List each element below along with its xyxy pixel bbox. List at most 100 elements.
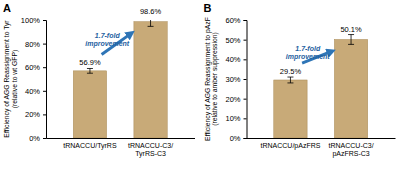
y-axis-title: Efficiency of AGG Reassignment to pAzF(r… bbox=[204, 17, 220, 141]
y-tick: 50% bbox=[225, 36, 246, 45]
y-tick-label: 30% bbox=[225, 75, 240, 84]
error-bar bbox=[87, 68, 93, 73]
error-bar-stem bbox=[290, 77, 291, 83]
y-tick-label: 10% bbox=[225, 114, 240, 123]
y-tick-mark bbox=[244, 118, 247, 119]
y-axis: 0% 10% 20% 30% 40% 50% 60% bbox=[225, 16, 247, 143]
error-bar-cap bbox=[287, 77, 293, 78]
y-tick-label: 60% bbox=[225, 16, 240, 25]
y-tick-mark bbox=[244, 59, 247, 60]
x-tick-label-line: tRNACCU/TyrRS bbox=[63, 142, 117, 150]
x-tick-label-line: TyrRS-C3 bbox=[135, 150, 166, 158]
error-bar-stem bbox=[351, 35, 352, 45]
panel-label: B bbox=[204, 2, 212, 14]
y-tick: 60% bbox=[225, 16, 246, 25]
annotation-line: improvement bbox=[85, 40, 130, 48]
y-tick: 20% bbox=[225, 95, 246, 104]
x-axis-line bbox=[47, 138, 196, 139]
y-axis-title-line: (relative to wt GFP) bbox=[11, 50, 19, 109]
y-tick: 80% bbox=[25, 40, 46, 49]
error-bar-cap bbox=[287, 82, 293, 83]
y-tick-label: 60% bbox=[25, 63, 40, 72]
y-tick-label: 20% bbox=[225, 95, 240, 104]
y-tick-mark bbox=[244, 20, 247, 21]
x-tick-label-line: tRNACCU-C3/ bbox=[328, 142, 373, 149]
error-bar-stem bbox=[150, 20, 151, 26]
y-tick-mark bbox=[43, 67, 46, 68]
y-tick-label: 100% bbox=[21, 16, 41, 25]
error-bar-cap bbox=[87, 68, 93, 69]
annotation-line: 1.7-fold bbox=[295, 45, 321, 52]
x-tick: tRNACCU/TyrRS bbox=[63, 138, 117, 150]
annotation: 1.7-foldimprovement bbox=[286, 45, 331, 61]
error-bar-stem bbox=[89, 68, 90, 73]
y-axis: 0% 20% 40% 60% 80% 100% bbox=[21, 16, 47, 143]
y-axis-title-line: (relative to amber suppression) bbox=[211, 32, 219, 126]
y-axis-title-line: Efficiency of AGG Reassignment to pAzF bbox=[204, 17, 212, 141]
x-axis: tRNACCU/TyrRS tRNACCU-C3/TyrRS-C3 bbox=[47, 138, 196, 158]
error-bar bbox=[148, 20, 154, 26]
annotation: 1.7-foldimprovement bbox=[85, 32, 130, 48]
y-tick-label: 40% bbox=[25, 87, 40, 96]
x-tick: tRNACCU/pAzFRS bbox=[260, 138, 320, 150]
plot-area: 0%10%20%30%40%50%60%tRNACCU/pAzFRStRNACC… bbox=[225, 16, 395, 158]
y-tick: 0% bbox=[230, 134, 247, 143]
y-axis-title-line: Efficiency of AGG Reassignment to Tyr bbox=[3, 20, 11, 138]
error-bar-cap bbox=[348, 34, 354, 35]
y-axis-title: Efficiency of AGG Reassignment to Tyr(re… bbox=[3, 20, 19, 138]
data-label: 29.5% bbox=[280, 67, 302, 76]
x-tick-label-line: tRNACCU/pAzFRS bbox=[260, 142, 320, 150]
y-tick-mark bbox=[244, 99, 247, 100]
panel-label: A bbox=[3, 2, 11, 14]
bar bbox=[334, 39, 367, 138]
x-axis-line bbox=[247, 138, 396, 139]
bar bbox=[134, 22, 167, 138]
y-tick-label: 20% bbox=[25, 110, 40, 119]
marks bbox=[73, 20, 167, 138]
y-axis-line bbox=[43, 21, 47, 139]
y-tick-mark bbox=[43, 138, 46, 139]
y-tick: 30% bbox=[225, 75, 246, 84]
annotation-line: 1.7-fold bbox=[95, 32, 121, 39]
x-tick-label-line: pAzFRS-C3 bbox=[332, 150, 369, 158]
panel: B0%10%20%30%40%50%60%tRNACCU/pAzFRStRNAC… bbox=[204, 2, 396, 158]
marks bbox=[274, 35, 368, 138]
error-bar-cap bbox=[348, 44, 354, 45]
x-tick-label: tRNACCU/TyrRS bbox=[63, 142, 117, 150]
error-bar bbox=[287, 77, 293, 83]
y-tick-label: 0% bbox=[29, 134, 40, 143]
y-tick: 40% bbox=[25, 87, 46, 96]
y-tick: 100% bbox=[21, 16, 46, 25]
error-bar bbox=[348, 35, 354, 45]
y-tick-mark bbox=[43, 44, 46, 45]
annotation-line: improvement bbox=[286, 53, 331, 61]
figure: A 0% 20% 40% 60% 80% 100% tRNACCU/TyrRS tRNACCU-… bbox=[0, 0, 401, 181]
y-tick-label: 50% bbox=[225, 36, 240, 45]
y-tick-mark bbox=[43, 114, 46, 115]
plot-area: 0% 20% 40% 60% 80% 100% tRNACCU/TyrRS tRNACCU-C… bbox=[21, 7, 195, 158]
x-tick-label-line: tRNACCU-C3/ bbox=[128, 142, 173, 149]
bar bbox=[274, 80, 307, 138]
x-tick-label: tRNACCU/pAzFRS bbox=[260, 142, 320, 150]
y-axis-line bbox=[244, 21, 248, 139]
data-label: 56.9% bbox=[79, 58, 101, 67]
y-tick: 40% bbox=[225, 55, 246, 64]
x-axis: tRNACCU/pAzFRS tRNACCU-C3/pAzFRS-C3 bbox=[247, 138, 396, 158]
y-tick: 10% bbox=[225, 114, 246, 123]
x-tick: tRNACCU-C3/TyrRS-C3 bbox=[128, 138, 173, 158]
y-tick-label: 40% bbox=[225, 55, 240, 64]
error-bar-cap bbox=[148, 26, 154, 27]
y-tick-mark bbox=[244, 79, 247, 80]
bar bbox=[73, 71, 106, 138]
data-label: 50.1% bbox=[340, 25, 362, 34]
y-tick-mark bbox=[244, 40, 247, 41]
error-bar-cap bbox=[87, 73, 93, 74]
y-tick: 0% bbox=[29, 134, 46, 143]
y-tick: 60% bbox=[25, 63, 46, 72]
y-tick-label: 80% bbox=[25, 40, 40, 49]
data-label: 98.6% bbox=[140, 7, 162, 16]
x-tick-label: tRNACCU-C3/pAzFRS-C3 bbox=[328, 142, 373, 158]
panel: A 0% 20% 40% 60% 80% 100% tRNACCU/TyrRS tRNACCU-… bbox=[3, 2, 195, 158]
y-tick-mark bbox=[244, 138, 247, 139]
y-tick: 20% bbox=[25, 110, 46, 119]
